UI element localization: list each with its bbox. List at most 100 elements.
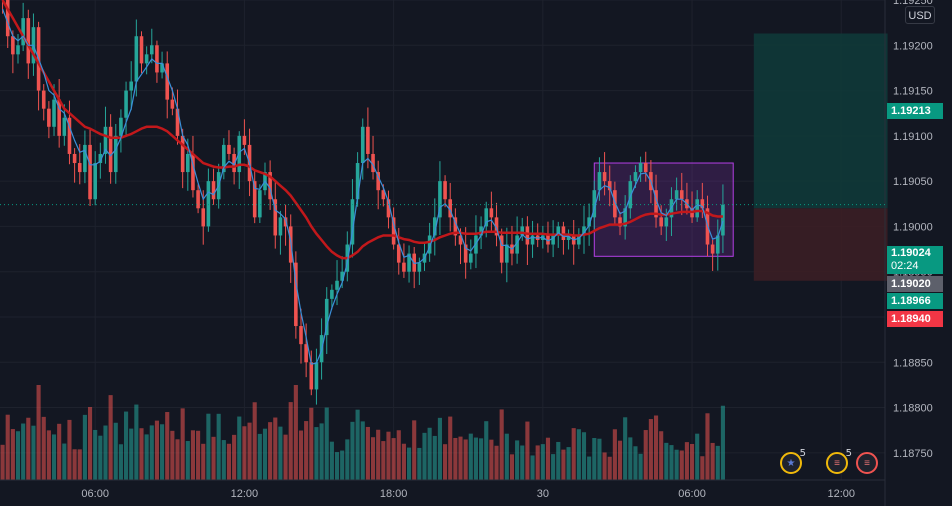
- x-tick-label: 12:00: [231, 488, 259, 500]
- volume-bar: [345, 439, 350, 480]
- volume-bar: [370, 437, 376, 480]
- candle-body: [196, 190, 200, 209]
- candle-body: [26, 18, 31, 64]
- volume-bar: [448, 416, 453, 480]
- volume-bar: [561, 449, 566, 480]
- us-flag-icon: ≡: [834, 457, 840, 469]
- volume-bar: [26, 417, 31, 480]
- candle-body: [191, 153, 195, 191]
- candle-body: [283, 217, 288, 227]
- candle-body: [417, 262, 422, 272]
- candle-body: [402, 262, 406, 272]
- volume-bar: [386, 431, 391, 480]
- volume-bar: [139, 428, 144, 480]
- volume-bar: [674, 449, 679, 480]
- volume-bar: [509, 454, 515, 480]
- candle-body: [592, 190, 597, 218]
- candle-body: [355, 163, 360, 200]
- candle-body: [371, 153, 375, 173]
- candle-body: [206, 181, 211, 227]
- us-event-icon-2[interactable]: ≡: [856, 452, 878, 474]
- candle-body: [170, 99, 175, 109]
- volume-bar: [175, 439, 180, 480]
- volume-bar: [473, 437, 479, 480]
- candle-body: [700, 199, 705, 209]
- y-tick-label: 1.19100: [893, 131, 933, 143]
- candle-body: [623, 208, 627, 227]
- volume-bar: [196, 430, 201, 480]
- candle-body: [21, 18, 25, 46]
- volume-bar: [710, 442, 715, 480]
- volume-bar: [252, 402, 257, 480]
- volume-bar: [602, 452, 607, 480]
- candle-body: [561, 226, 566, 240]
- candle-body: [134, 36, 139, 82]
- candle-body: [674, 190, 679, 200]
- volume-bar: [93, 429, 98, 480]
- volume-bar: [278, 426, 283, 480]
- volume-bar: [118, 444, 123, 480]
- volume-bar: [422, 432, 427, 480]
- candle-body: [129, 81, 134, 91]
- volume-bar: [165, 412, 170, 480]
- volume-bar: [592, 438, 597, 480]
- candle-body: [160, 63, 164, 73]
- volume-bar: [623, 417, 628, 480]
- volume-bar: [643, 430, 648, 480]
- candle-body: [57, 99, 61, 136]
- volume-bar: [695, 433, 700, 480]
- candle-body: [294, 262, 298, 327]
- volume-bar: [679, 450, 684, 480]
- y-tick-label: 1.19250: [893, 0, 933, 7]
- volume-bar: [432, 435, 437, 480]
- us-event-icon-1[interactable]: ≡ 5: [826, 448, 852, 474]
- candle-body: [186, 153, 190, 173]
- candle-body: [119, 117, 123, 136]
- volume-bar: [720, 405, 725, 480]
- volume-bar: [154, 420, 159, 480]
- candle-body: [93, 163, 97, 200]
- volume-bar: [124, 411, 129, 480]
- candle-body: [577, 235, 581, 245]
- currency-badge[interactable]: USD: [905, 6, 935, 24]
- volume-bars: [0, 385, 725, 480]
- x-tick-label: 06:00: [81, 488, 109, 500]
- candle-body: [654, 190, 658, 218]
- candle-body: [515, 235, 519, 254]
- volume-bar: [298, 430, 304, 480]
- volume-bar: [319, 423, 324, 480]
- volume-bar: [463, 439, 468, 480]
- volume-bar: [309, 407, 314, 480]
- volume-bar: [391, 438, 396, 480]
- y-tick-label: 1.18850: [893, 357, 933, 369]
- volume-bar: [525, 421, 530, 480]
- candle-body: [309, 362, 314, 390]
- volume-bar: [689, 443, 695, 480]
- candle-body: [242, 135, 247, 145]
- volume-bar: [108, 395, 113, 480]
- candle-body: [525, 226, 530, 245]
- event-count: 5: [799, 448, 806, 459]
- bar-countdown: 02:24: [891, 260, 919, 272]
- candle-body: [304, 344, 308, 363]
- candle-body: [232, 153, 236, 173]
- stop-zone: [753, 208, 888, 281]
- volume-bar: [149, 425, 154, 480]
- candle-body: [448, 199, 453, 218]
- volume-bar: [417, 447, 422, 480]
- candle-body: [643, 163, 648, 173]
- eu-event-icon[interactable]: ★ 5: [780, 448, 806, 474]
- volume-bar: [581, 432, 587, 480]
- volume-bar: [329, 441, 334, 480]
- candle-body: [715, 235, 720, 254]
- volume-bar: [659, 431, 664, 480]
- candle-body: [613, 190, 617, 218]
- volume-bar: [87, 407, 93, 480]
- volume-bar: [494, 445, 499, 480]
- candle-body: [211, 181, 216, 200]
- volume-bar: [273, 417, 278, 480]
- volume-bar: [576, 429, 581, 480]
- volume-bar: [72, 449, 77, 480]
- y-tick-label: 1.19000: [893, 221, 933, 233]
